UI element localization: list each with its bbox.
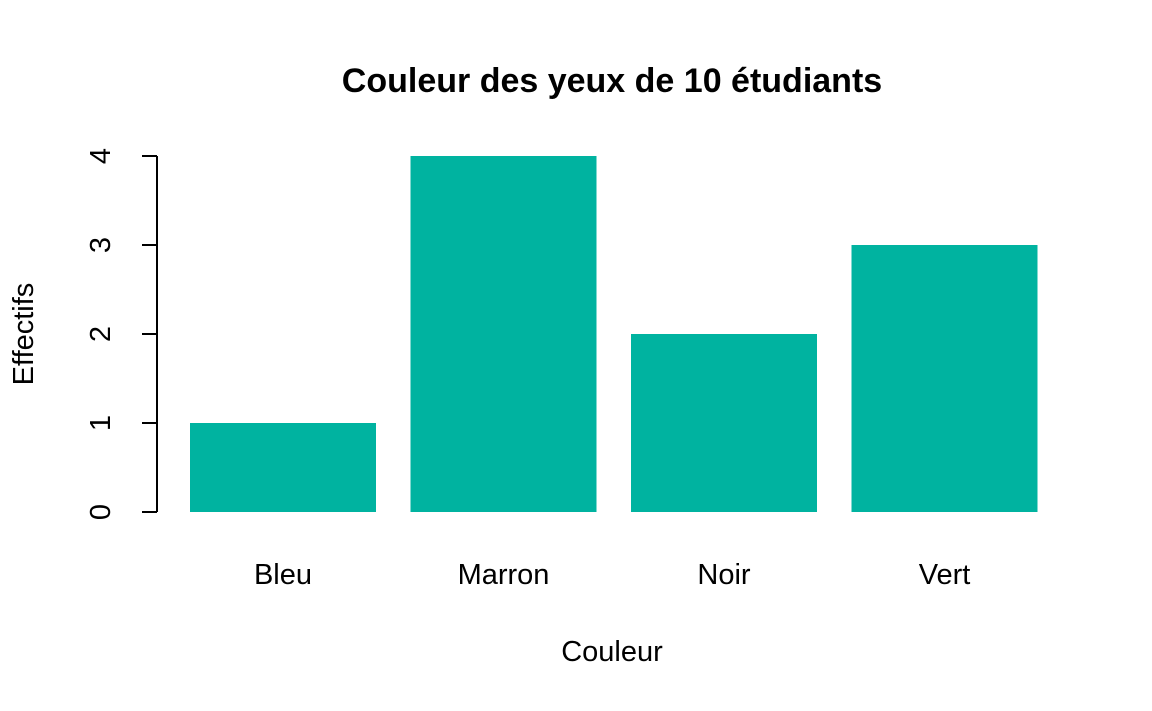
y-tick-label: 1 [85, 415, 117, 431]
y-tick-label: 2 [85, 326, 117, 342]
bars-group [190, 156, 1038, 512]
bar-noir [631, 334, 817, 512]
x-tick-labels: Bleu Marron Noir Vert [254, 559, 970, 591]
x-tick-label: Vert [919, 559, 971, 591]
y-tick-label: 3 [85, 237, 117, 253]
x-axis-label: Couleur [561, 636, 663, 668]
bar-vert [851, 245, 1038, 512]
y-tick-label: 4 [85, 148, 117, 164]
bar-bleu [190, 423, 376, 512]
x-tick-label: Marron [458, 559, 550, 591]
bar-marron [410, 156, 597, 512]
x-tick-label: Bleu [254, 559, 312, 591]
x-tick-label: Noir [697, 559, 751, 591]
y-axis: 0 1 2 3 4 [85, 148, 158, 520]
y-tick-label: 0 [85, 504, 117, 520]
y-axis-label: Effectifs [8, 283, 40, 386]
chart-title: Couleur des yeux de 10 étudiants [342, 62, 882, 100]
